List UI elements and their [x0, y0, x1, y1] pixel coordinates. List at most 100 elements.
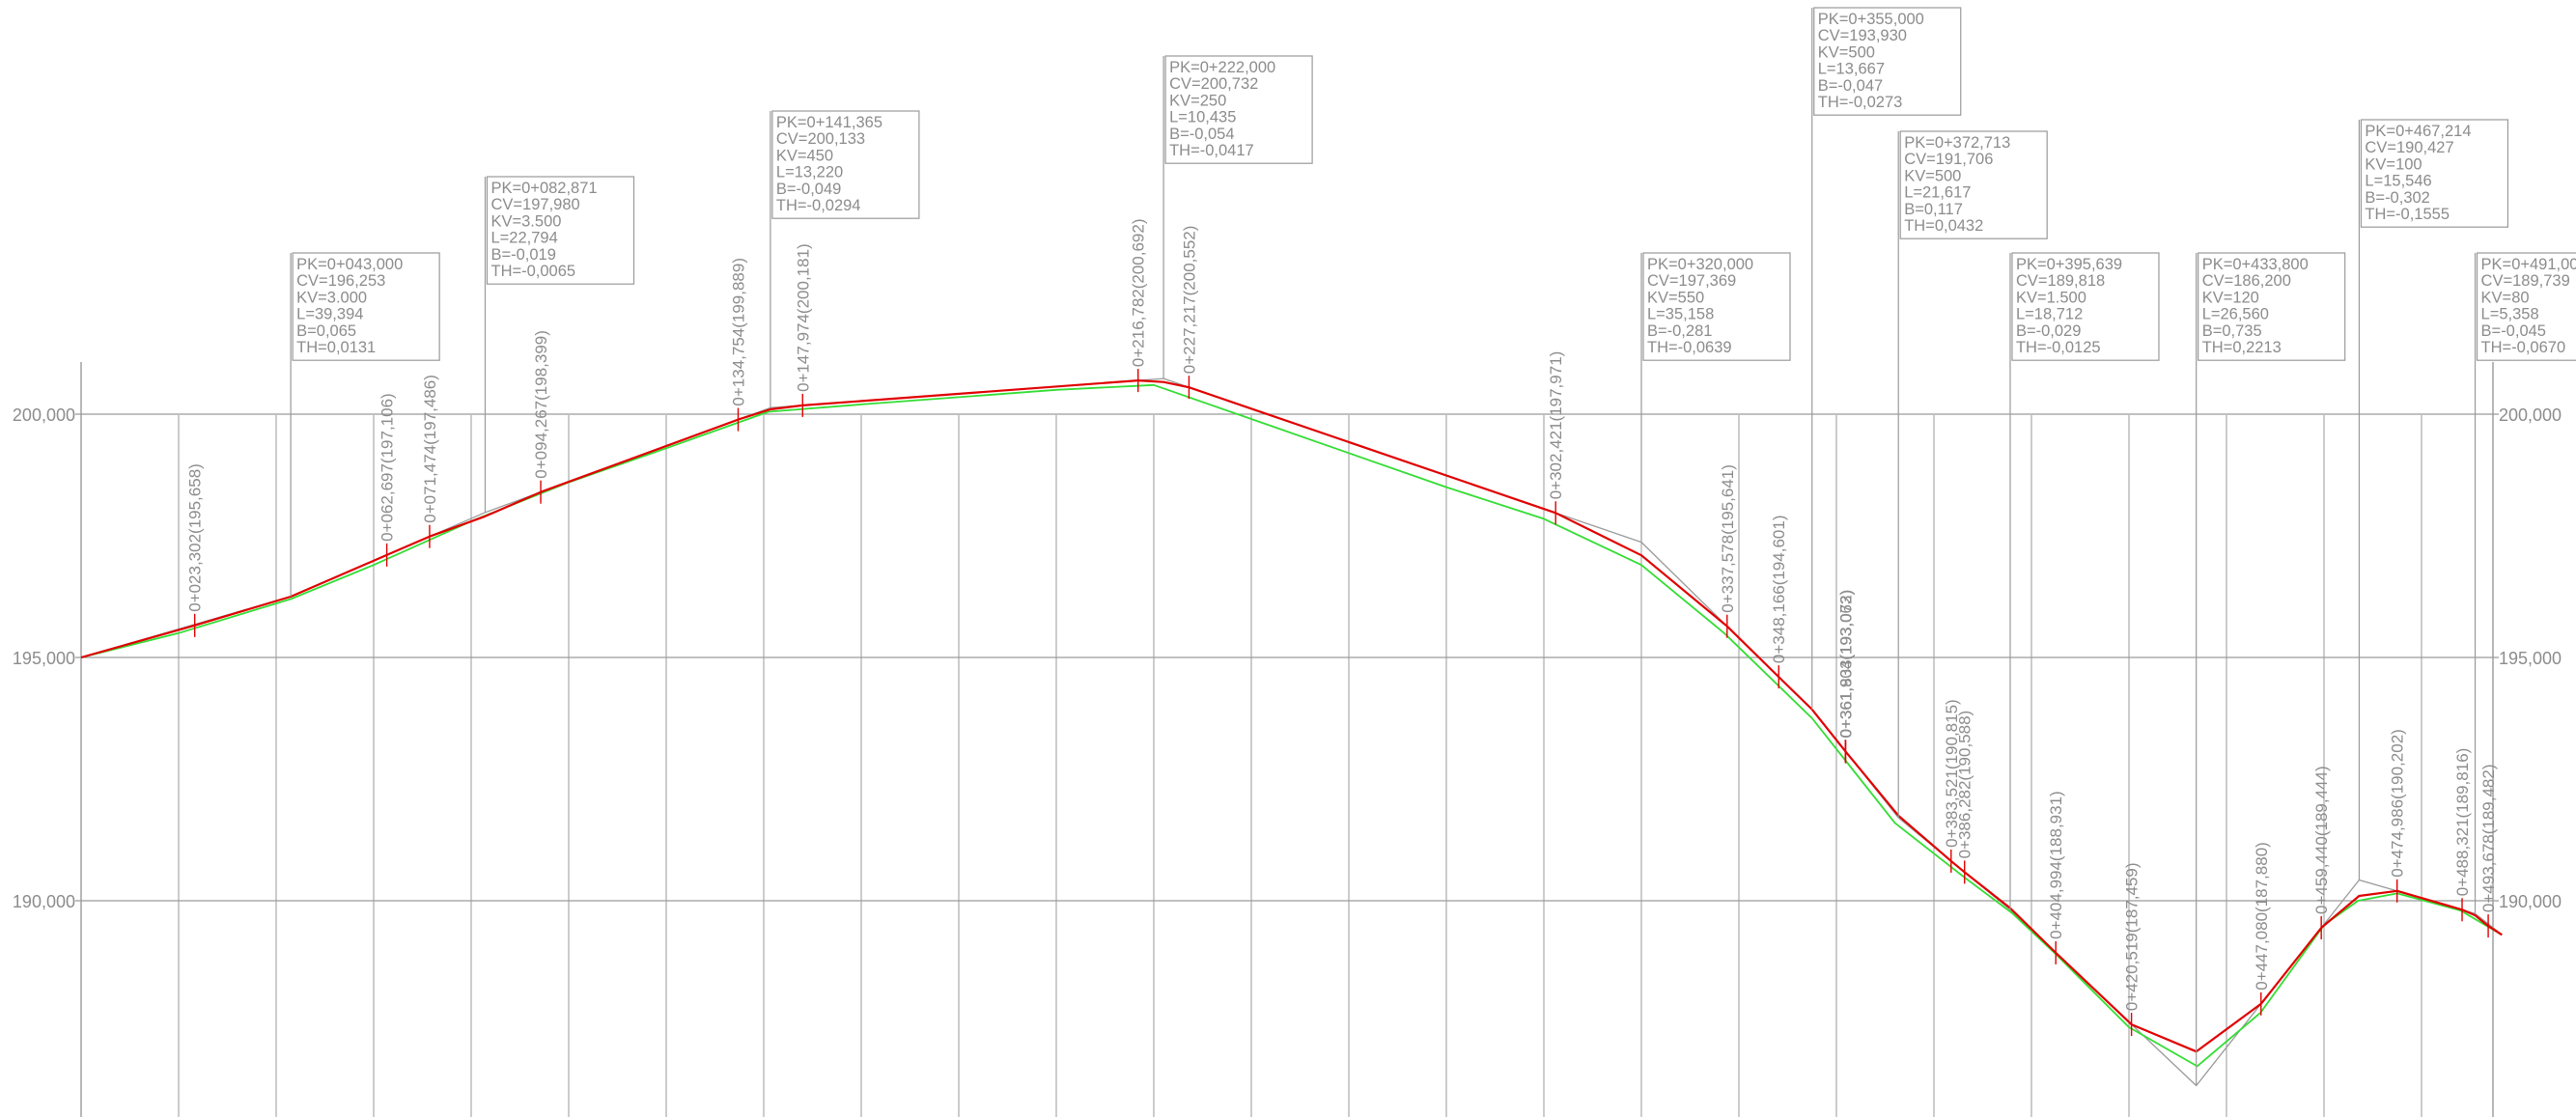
curve-info-line: L=39,394 [296, 306, 363, 323]
curve-info-line: CV=197,369 [1647, 272, 1736, 290]
curve-info-line: B=0,065 [296, 322, 356, 340]
y-tick-label-right: 195,000 [2499, 649, 2562, 668]
curve-info-line: PK=0+372,713 [1904, 134, 2010, 152]
curve-info-line: PK=0+395,639 [2016, 256, 2122, 273]
station-label: 0+404,994(188,931) [2047, 791, 2065, 939]
station-labels: 0+023,302(195,658) 0+062,697(197,106) 0+07… [186, 218, 2498, 1037]
curve-info-box [2011, 252, 2160, 361]
station-label: 0+337,578(195,641) [1719, 464, 1737, 613]
curve-info-line: TH=0,2213 [2202, 339, 2282, 356]
station-label: 0+361,904(193,063) [1837, 590, 1856, 739]
curve-info-line: L=13,220 [776, 164, 843, 182]
curve-info-line: CV=196,253 [296, 272, 385, 290]
station-label: 0+361,833(193,072) [1836, 590, 1855, 739]
curve-info-line: PK=0+433,800 [2202, 256, 2309, 273]
curve-info-line: L=5,358 [2481, 306, 2539, 323]
curve-info-line: B=-0,049 [776, 181, 841, 198]
y-tick-label-left: 190,000 [13, 892, 75, 911]
elevation-tick-labels: 200,000 200,000 195,000 195,000 190,000 190,0… [13, 405, 2562, 911]
curve-info-box [771, 110, 920, 219]
curve-info-line: TH=-0,0294 [776, 197, 861, 214]
curve-info-line: KV=3.500 [490, 212, 561, 230]
curve-info-line: TH=0,0131 [296, 339, 376, 356]
curve-info-line: TH=-0,0670 [2481, 339, 2566, 356]
curve-info-line: B=-0,047 [1818, 77, 1883, 95]
y-tick-label-left: 200,000 [13, 405, 75, 425]
curve-info-line: TH=-0,0065 [490, 263, 575, 280]
station-label: 0+386,282(190,588) [1956, 711, 1974, 859]
curve-info-line: CV=186,200 [2202, 272, 2291, 290]
curve-info-line: L=13,667 [1818, 61, 1885, 78]
station-label: 0+216,782(200,692) [1130, 218, 1148, 367]
curve-info-line: TH=-0,0273 [1818, 94, 1903, 111]
curve-info-line: TH=-0,0417 [1169, 142, 1254, 159]
station-label: 0+474,986(190,202) [2389, 729, 2407, 878]
station-label: 0+420,519(187,459) [2123, 862, 2142, 1011]
curve-info-line: CV=189,818 [2016, 272, 2105, 290]
station-label: 0+493,678(189,482) [2479, 764, 2498, 912]
curve-info-line: PK=0+141,365 [776, 114, 882, 131]
curve-info-box [1642, 252, 1791, 361]
curve-info-line: B=-0,045 [2481, 322, 2546, 340]
curve-info-box [2476, 252, 2576, 361]
curve-info-line: B=-0,029 [2016, 322, 2081, 340]
station-label: 0+134,754(199,889) [730, 258, 748, 406]
curve-info-line: PK=0+467,214 [2365, 123, 2471, 140]
curve-info-line: TH=-0,0639 [1647, 339, 1732, 356]
curve-info-line: B=0,735 [2202, 322, 2262, 340]
curve-info-line: PK=0+491,000 [2481, 256, 2576, 273]
y-tick-label-right: 200,000 [2499, 405, 2562, 425]
y-tick-label-right: 190,000 [2499, 892, 2562, 911]
curve-info-line: KV=450 [776, 147, 833, 164]
station-label: 0+459,440(189,444) [2312, 766, 2331, 914]
curve-info-line: PK=0+355,000 [1818, 11, 1924, 28]
curve-info-line: B=-0,019 [490, 246, 555, 264]
curve-info-line: L=18,712 [2016, 306, 2083, 323]
y-tick-label-left: 195,000 [13, 649, 75, 668]
curve-info-line: PK=0+222,000 [1169, 59, 1275, 76]
curve-info-line: B=-0,054 [1169, 126, 1234, 143]
curve-info-line: CV=189,739 [2481, 272, 2570, 290]
curve-info-line: L=35,158 [1647, 306, 1714, 323]
curve-info-line: KV=500 [1904, 167, 1961, 184]
station-label: 0+147,974(200,181) [794, 243, 812, 392]
curve-info-box [1899, 130, 2048, 239]
curve-info-box [486, 176, 635, 285]
curve-info-line: TH=-0,0125 [2016, 339, 2101, 356]
curve-info-line: KV=80 [2481, 289, 2530, 306]
station-label: 0+023,302(195,658) [186, 463, 205, 612]
station-label: 0+302,421(197,971) [1547, 351, 1565, 500]
curve-info-line: CV=200,133 [776, 130, 865, 148]
curve-info-line: CV=190,427 [2365, 139, 2453, 156]
curve-info-box [1813, 7, 1962, 116]
curve-info-box [292, 252, 440, 361]
curve-info-line: TH=-0,1555 [2365, 206, 2450, 223]
curve-info-line: L=26,560 [2202, 306, 2269, 323]
curve-info-line: CV=191,706 [1904, 151, 1993, 168]
curve-info-line: TH=0,0432 [1904, 217, 1983, 235]
curve-info-line: L=15,546 [2365, 173, 2431, 190]
curve-info-box [1164, 55, 1313, 164]
station-label: 0+383,521(190,815) [1943, 699, 1961, 848]
curve-info-line: CV=197,980 [490, 196, 579, 213]
curve-info-line: L=22,794 [490, 230, 557, 247]
curve-info-line: KV=100 [2365, 155, 2422, 173]
curve-info-line: CV=193,930 [1818, 27, 1907, 44]
curve-info-line: KV=550 [1647, 289, 1704, 306]
curve-info-line: CV=200,732 [1169, 75, 1258, 93]
vertical-curve-boxes: PK=0+043,000CV=196,253KV=3.000L=39,394B=… [290, 7, 2576, 1086]
curve-info-line: L=10,435 [1169, 109, 1236, 126]
curve-info-line: B=0,117 [1904, 201, 1963, 218]
curve-info-line: KV=1.500 [2016, 289, 2086, 306]
curve-info-line: B=-0,302 [2365, 189, 2429, 207]
curve-info-line: KV=500 [1818, 43, 1875, 61]
curve-info-line: B=-0,281 [1647, 322, 1712, 340]
curve-info-box [2198, 252, 2346, 361]
curve-info-line: KV=120 [2202, 289, 2259, 306]
station-label: 0+348,166(194,601) [1770, 515, 1788, 663]
station-label: 0+488,321(189,816) [2453, 748, 2472, 897]
curve-info-line: KV=3.000 [296, 289, 367, 306]
grid [75, 362, 2499, 1117]
curve-info-line: KV=250 [1169, 92, 1226, 109]
